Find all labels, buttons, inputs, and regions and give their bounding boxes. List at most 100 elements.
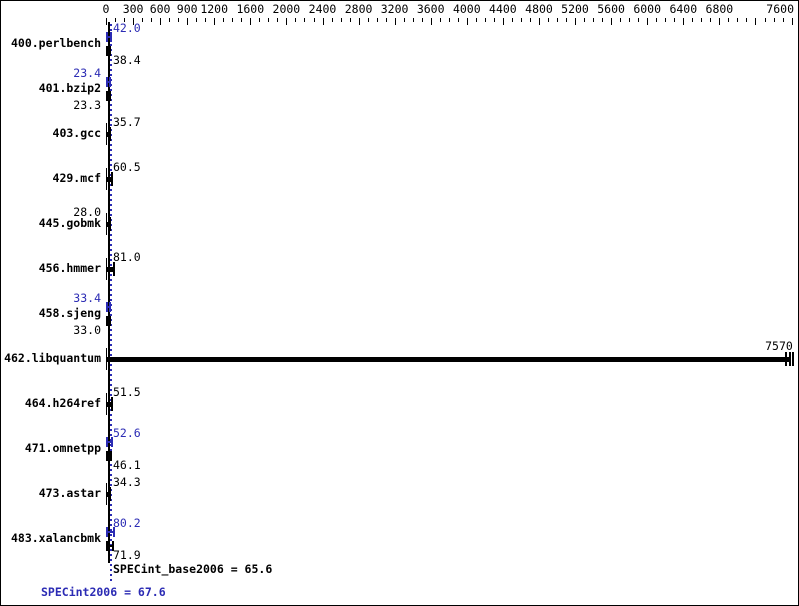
bar-line — [106, 441, 111, 443]
x-axis-tick-label: 3600 — [416, 2, 445, 16]
value-label-peak: 23.4 — [73, 66, 101, 80]
x-axis-major-tick — [755, 18, 757, 25]
x-axis-minor-tick — [520, 18, 522, 22]
x-axis-minor-tick — [448, 18, 450, 22]
x-axis-minor-tick — [557, 18, 558, 22]
x-axis-major-tick — [539, 18, 540, 25]
x-axis-minor-tick — [412, 18, 414, 22]
bar-end-cap — [109, 302, 111, 312]
x-axis-major-tick — [358, 18, 360, 25]
bar-end-cap — [112, 541, 114, 551]
x-axis-minor-tick — [259, 18, 261, 22]
x-axis-minor-tick — [421, 18, 423, 22]
value-label-peak: 80.2 — [113, 516, 141, 530]
x-axis-minor-tick — [475, 18, 477, 22]
benchmark-name: 473.astar — [38, 486, 101, 500]
value-label-peak: 42.0 — [113, 21, 141, 35]
x-axis-tick-label: 1600 — [236, 2, 265, 16]
x-axis-minor-tick — [511, 18, 513, 22]
x-axis-tick-label: 6400 — [669, 2, 698, 16]
bar-line — [106, 545, 112, 547]
bar-end-cap — [113, 527, 115, 537]
bar-end-cap — [789, 352, 791, 366]
x-axis-tick-label: 300 — [122, 2, 144, 16]
x-axis-major-tick — [647, 18, 649, 25]
value-label-base: 7570 — [765, 339, 793, 353]
value-label-base: 71.9 — [113, 548, 141, 562]
x-axis-minor-tick — [620, 18, 622, 22]
value-label-base: 60.5 — [113, 160, 141, 174]
x-axis-minor-tick — [331, 18, 333, 22]
bar-end-cap — [109, 46, 111, 56]
x-axis-minor-tick — [665, 18, 667, 22]
x-axis-tick-label: 2400 — [308, 2, 337, 16]
x-axis-minor-tick — [313, 18, 315, 22]
value-label-base: 23.3 — [73, 98, 101, 112]
x-axis-minor-tick — [529, 18, 531, 22]
x-axis-minor-tick — [584, 18, 586, 22]
x-axis-minor-tick — [205, 18, 207, 22]
x-axis-minor-tick — [439, 18, 441, 22]
benchmark-name: 401.bzip2 — [38, 81, 101, 95]
x-axis-tick-label: 600 — [149, 2, 171, 16]
x-axis-major-tick — [575, 18, 576, 25]
x-axis-major-tick — [502, 18, 504, 25]
x-axis-minor-tick — [151, 18, 153, 22]
x-axis-minor-tick — [349, 18, 351, 22]
bar-base — [106, 267, 113, 272]
value-label-base: 33.0 — [73, 323, 101, 337]
x-axis-minor-tick — [493, 18, 495, 22]
x-axis-minor-tick — [124, 18, 125, 22]
benchmark-name: 400.perlbench — [10, 36, 101, 50]
x-axis-tick-label: 2800 — [344, 2, 373, 16]
x-axis-major-tick — [214, 18, 216, 25]
x-axis-minor-tick — [295, 18, 297, 22]
benchmark-name: 464.h264ref — [24, 396, 101, 410]
bar-base — [106, 357, 789, 362]
x-axis-major-tick — [187, 18, 189, 25]
x-axis-minor-tick — [169, 18, 171, 22]
x-axis-tick-label: 3200 — [380, 2, 409, 16]
x-axis-tick-label: 6800 — [705, 2, 734, 16]
x-axis-minor-tick — [548, 18, 549, 22]
value-label-base: 81.0 — [113, 250, 141, 264]
x-axis-major-tick — [133, 18, 135, 25]
bar-end-cap — [109, 91, 111, 101]
x-axis-tick-label: 1200 — [200, 2, 229, 16]
x-axis-minor-tick — [196, 18, 198, 22]
x-axis-minor-tick — [403, 18, 405, 22]
x-axis-major-tick — [160, 18, 162, 25]
bar-end-cap — [111, 437, 113, 447]
bar-end-cap — [111, 172, 113, 186]
bar-end-cap — [110, 451, 112, 461]
x-axis-minor-tick — [376, 18, 378, 22]
x-axis-minor-tick — [710, 18, 712, 22]
x-axis-minor-tick — [728, 18, 730, 22]
x-axis-minor-tick — [223, 18, 225, 22]
benchmark-name: 403.gcc — [52, 126, 101, 140]
bar-end-cap — [109, 217, 111, 231]
x-axis-minor-tick — [304, 18, 306, 22]
x-axis-major-tick — [286, 18, 288, 25]
x-axis-tick-label: 2000 — [272, 2, 301, 16]
value-label-base: 28.0 — [73, 205, 101, 219]
x-axis-minor-tick — [457, 18, 459, 22]
x-axis-minor-tick — [674, 18, 676, 22]
benchmark-name: 458.sjeng — [38, 306, 101, 320]
x-axis-minor-tick — [484, 18, 486, 22]
x-axis-tick-label: 6000 — [633, 2, 662, 16]
x-axis-tick-label: 900 — [176, 2, 198, 16]
x-axis-major-tick — [394, 18, 396, 25]
x-axis-minor-tick — [701, 18, 703, 22]
x-axis-minor-tick — [773, 18, 775, 22]
value-label-base: 34.3 — [113, 475, 141, 489]
x-axis-minor-tick — [232, 18, 234, 22]
bar-base — [106, 492, 109, 497]
x-axis-minor-tick — [737, 18, 739, 22]
x-axis-minor-tick — [638, 18, 640, 22]
x-axis-minor-tick — [692, 18, 694, 22]
mean-line-peak — [110, 24, 112, 583]
x-axis-tick-label: 7600 — [766, 2, 794, 16]
x-axis-major-tick — [322, 18, 324, 25]
x-axis-tick-label: 4000 — [452, 2, 481, 16]
